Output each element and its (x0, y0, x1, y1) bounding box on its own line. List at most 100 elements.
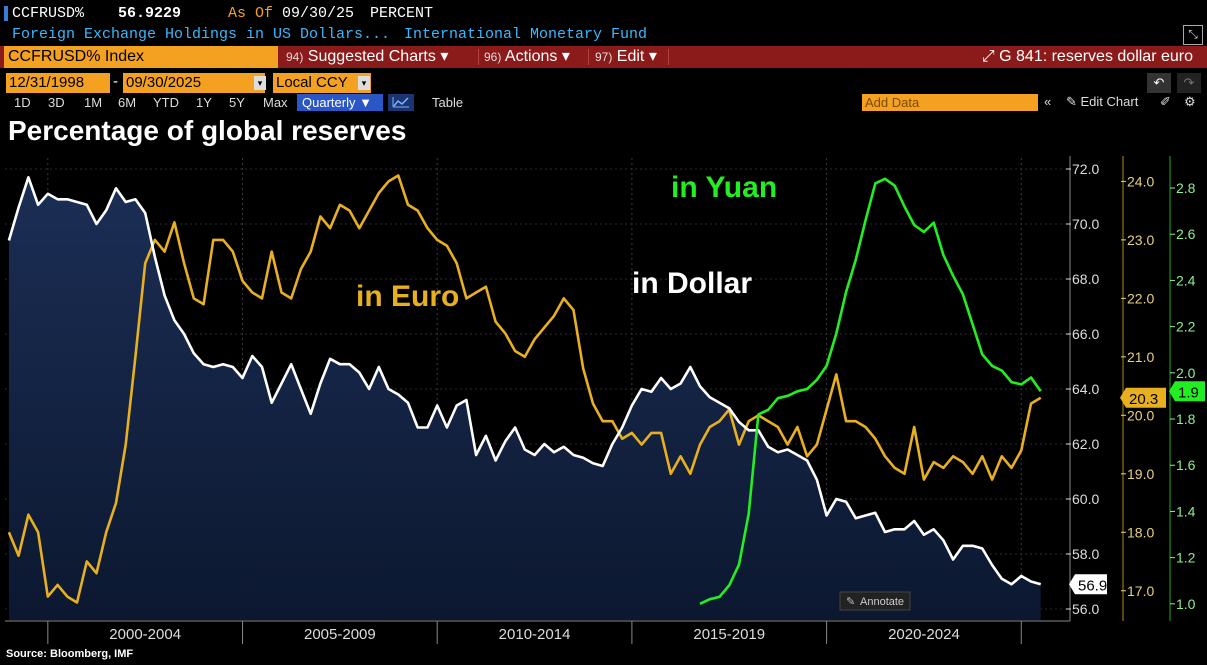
actions-label: Actions (504, 48, 558, 65)
period-5y[interactable]: 5Y (229, 95, 245, 110)
dollar-tick-label: 56.0 (1072, 601, 1099, 617)
security-header: CCFRUSD% 56.9229 As Of 09/30/25 PERCENT (0, 4, 1207, 24)
edit-menu[interactable]: 97) Edit ▾ (595, 46, 657, 68)
export-icon[interactable]: ⤡ (1183, 25, 1203, 45)
annotate-button[interactable]: ✎ Annotate (839, 591, 911, 611)
redo-icon[interactable]: ↷ (1177, 73, 1201, 93)
chevron-down-icon: ▾ (561, 48, 570, 65)
line-chart-button[interactable] (388, 94, 414, 111)
period-6m[interactable]: 6M (118, 95, 137, 110)
period-ytd[interactable]: YTD (153, 95, 179, 110)
euro-series-line (7, 174, 1042, 604)
period-1y[interactable]: 1Y (196, 95, 212, 110)
annotate-label: Annotate (860, 596, 904, 608)
dollar-area-fill (8, 177, 1041, 621)
as-of-label: As Of (228, 5, 274, 22)
edit-chart-button[interactable]: ✎ Edit Chart (1066, 94, 1138, 110)
yuan-tick-label: 2.8 (1176, 180, 1196, 196)
yuan-tick-label: 2.6 (1176, 226, 1196, 242)
chevron-down-icon: ▾ (440, 48, 449, 65)
yuan-axis-ticks: 1.0 1.2 1.4 1.6 1.8 2.0 2.2 2.4 2.6 2.8 (1170, 180, 1196, 612)
x-tick-label: 2005-2009 (304, 626, 376, 643)
dollar-last-tag-label: 56.9 (1078, 577, 1107, 594)
currency-dropdown-icon[interactable]: ▾ (358, 76, 370, 90)
euro-last-tag-shape (1120, 387, 1166, 408)
edit-label: Edit (616, 48, 645, 65)
menu-divider (668, 49, 669, 65)
dollar-tick-label: 62.0 (1072, 436, 1099, 452)
edit-settings-icon[interactable]: ✐ (1160, 94, 1171, 109)
dollar-tick-label: 68.0 (1072, 271, 1099, 287)
edit-chart-label: Edit Chart (1080, 94, 1139, 109)
yuan-tick-label: 1.0 (1176, 596, 1196, 612)
suggested-charts-number: 94) (286, 50, 304, 64)
description-row: Foreign Exchange Holdings in US Dollars.… (0, 25, 1207, 45)
dollar-series-line (7, 176, 1042, 586)
security-description[interactable]: Foreign Exchange Holdings in US Dollars.… (12, 26, 391, 43)
undo-icon[interactable]: ↶ (1147, 73, 1171, 93)
dollar-tick-label: 70.0 (1072, 216, 1099, 232)
x-tick-label: 2020-2024 (888, 626, 960, 643)
source-note: Source: Bloomberg, IMF (6, 648, 134, 660)
dollar-last-tag-shape (1069, 574, 1107, 595)
suggested-charts-menu[interactable]: 94) Suggested Charts ▾ (286, 46, 448, 68)
period-1m[interactable]: 1M (84, 95, 103, 110)
actions-number: 96) (484, 50, 502, 64)
edit-number: 97) (595, 50, 613, 64)
period-toolbar: 1D 3D 1M 6M YTD 1Y 5Y Max Quarterly ▼ Ta… (0, 94, 1207, 112)
dollar-tick-label: 64.0 (1072, 381, 1099, 397)
security-index-field[interactable]: CCFRUSD% Index (4, 46, 278, 68)
pencil-icon: ✎ (1066, 94, 1081, 109)
open-external-icon: ⤢ (981, 48, 1000, 65)
security-marker (4, 6, 8, 21)
period-1d[interactable]: 1D (14, 95, 31, 110)
euro-tick-label: 19.0 (1127, 466, 1154, 482)
frequency-select[interactable]: Quarterly ▼ (297, 94, 383, 111)
yuan-tick-label: 1.2 (1176, 550, 1196, 566)
annotate-button-box[interactable] (839, 591, 911, 611)
line-chart-icon (392, 97, 409, 108)
yuan-tick-label: 2.0 (1176, 365, 1196, 381)
yuan-last-tag-shape (1169, 381, 1205, 402)
yuan-tick-label: 2.4 (1176, 272, 1196, 288)
euro-tick-label: 24.0 (1127, 173, 1154, 189)
yuan-tick-label: 2.2 (1176, 319, 1196, 335)
chart-gridlines (5, 158, 1068, 620)
yuan-tick-label: 1.4 (1176, 503, 1196, 519)
euro-series-label: in Euro (356, 280, 459, 313)
euro-tick-label: 20.0 (1127, 407, 1154, 423)
yuan-series-line (699, 177, 1042, 605)
x-axis-labels: 2000-2004 2005-2009 2010-2014 2015-2019 2020… (109, 626, 959, 643)
ticker-symbol[interactable]: CCFRUSD% (12, 5, 85, 22)
end-date-field[interactable]: 09/30/2025 (123, 73, 265, 93)
period-max[interactable]: Max (263, 95, 288, 110)
euro-tick-label: 22.0 (1127, 290, 1154, 306)
dollar-series-label: in Dollar (632, 267, 752, 300)
add-data-input[interactable]: Add Data (862, 94, 1038, 111)
menu-divider (588, 49, 589, 65)
euro-tick-label: 21.0 (1127, 349, 1154, 365)
euro-tick-label: 18.0 (1127, 524, 1154, 540)
yuan-last-tag-label: 1.9 (1178, 384, 1199, 401)
chevron-down-icon: ▾ (648, 48, 657, 65)
table-view-button[interactable]: Table (432, 95, 464, 110)
date-range-separator: - (113, 73, 118, 90)
collapse-icon[interactable]: « (1044, 94, 1052, 109)
source-name[interactable]: International Monetary Fund (404, 26, 648, 43)
as-of-date: 09/30/25 (282, 5, 355, 22)
x-tick-label: 2010-2014 (499, 626, 571, 643)
yuan-tick-label: 1.6 (1176, 457, 1196, 473)
currency-select[interactable]: Local CCY (273, 73, 371, 93)
actions-menu[interactable]: 96) Actions ▾ (484, 46, 570, 68)
last-price: 56.9229 (118, 5, 182, 22)
gear-icon[interactable]: ⚙ (1184, 94, 1196, 109)
yuan-series-label: in Yuan (671, 171, 777, 204)
yuan-tick-label: 1.8 (1176, 411, 1196, 427)
chart-title: Percentage of global reserves (8, 115, 407, 146)
related-chart-link[interactable]: ⤢ G 841: reserves dollar euro (982, 46, 1193, 68)
start-date-field[interactable]: 12/31/1998 (6, 73, 110, 93)
suggested-charts-label: Suggested Charts (307, 48, 436, 65)
end-date-dropdown-icon[interactable]: ▾ (254, 76, 266, 90)
dollar-tick-label: 58.0 (1072, 546, 1099, 562)
period-3d[interactable]: 3D (48, 95, 65, 110)
